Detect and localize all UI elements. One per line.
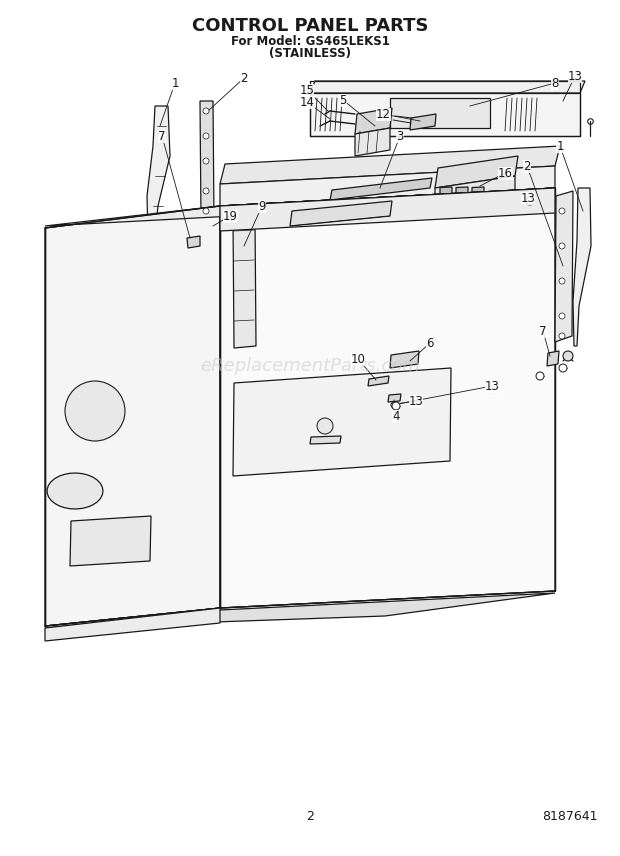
Polygon shape xyxy=(330,178,432,200)
Text: 7: 7 xyxy=(158,129,166,142)
Polygon shape xyxy=(355,108,392,134)
Polygon shape xyxy=(47,473,103,509)
Text: 16: 16 xyxy=(497,167,513,180)
Polygon shape xyxy=(233,368,451,476)
Text: 8187641: 8187641 xyxy=(542,810,598,823)
Circle shape xyxy=(559,364,567,372)
Polygon shape xyxy=(45,593,555,628)
Text: 5: 5 xyxy=(339,93,347,106)
Polygon shape xyxy=(472,187,484,194)
Circle shape xyxy=(203,108,209,114)
Polygon shape xyxy=(555,191,573,342)
Text: 2: 2 xyxy=(241,72,248,85)
Text: 14: 14 xyxy=(299,96,314,109)
Polygon shape xyxy=(187,236,200,248)
Polygon shape xyxy=(547,351,559,366)
Text: 10: 10 xyxy=(350,353,365,366)
Text: 19: 19 xyxy=(223,210,237,223)
Text: 13: 13 xyxy=(409,395,423,407)
Text: 13: 13 xyxy=(521,192,536,205)
Circle shape xyxy=(392,402,400,410)
Circle shape xyxy=(203,158,209,164)
Circle shape xyxy=(203,188,209,194)
Circle shape xyxy=(559,313,565,319)
Text: 2: 2 xyxy=(306,810,314,823)
Circle shape xyxy=(391,402,397,408)
Polygon shape xyxy=(388,394,401,402)
Text: 2: 2 xyxy=(523,159,531,173)
Polygon shape xyxy=(220,166,555,206)
Polygon shape xyxy=(207,224,219,234)
Circle shape xyxy=(559,278,565,284)
Text: 15: 15 xyxy=(299,84,314,97)
Polygon shape xyxy=(390,98,490,128)
Polygon shape xyxy=(410,114,436,130)
Text: 7: 7 xyxy=(539,324,547,337)
Polygon shape xyxy=(220,146,560,184)
Text: 9: 9 xyxy=(259,199,266,212)
Polygon shape xyxy=(152,221,163,231)
Text: (STAINLESS): (STAINLESS) xyxy=(269,46,351,60)
Polygon shape xyxy=(456,196,468,203)
Text: 4: 4 xyxy=(392,409,400,423)
Text: 12: 12 xyxy=(376,108,391,121)
Polygon shape xyxy=(310,436,341,444)
Text: 1: 1 xyxy=(171,76,179,90)
Circle shape xyxy=(65,381,125,441)
Polygon shape xyxy=(355,128,390,156)
Polygon shape xyxy=(435,156,518,188)
Polygon shape xyxy=(472,196,484,203)
Polygon shape xyxy=(310,81,585,93)
Polygon shape xyxy=(45,608,220,641)
Polygon shape xyxy=(200,101,214,221)
Polygon shape xyxy=(233,218,256,348)
Polygon shape xyxy=(290,201,392,226)
Polygon shape xyxy=(390,351,419,368)
Circle shape xyxy=(526,197,534,205)
Polygon shape xyxy=(368,376,389,386)
Circle shape xyxy=(563,351,573,361)
Polygon shape xyxy=(573,188,591,346)
Polygon shape xyxy=(310,93,580,136)
Text: 13: 13 xyxy=(485,379,500,393)
Text: CONTROL PANEL PARTS: CONTROL PANEL PARTS xyxy=(192,17,428,35)
Circle shape xyxy=(536,372,544,380)
Polygon shape xyxy=(147,106,170,236)
Circle shape xyxy=(559,208,565,214)
Polygon shape xyxy=(435,176,515,206)
Text: 6: 6 xyxy=(427,336,434,349)
Text: 8: 8 xyxy=(551,76,559,90)
Polygon shape xyxy=(45,188,555,226)
Polygon shape xyxy=(45,206,220,626)
Polygon shape xyxy=(220,188,555,608)
Polygon shape xyxy=(440,187,452,194)
Circle shape xyxy=(559,333,565,339)
Circle shape xyxy=(559,243,565,249)
Circle shape xyxy=(317,418,333,434)
Text: For Model: GS465LEKS1: For Model: GS465LEKS1 xyxy=(231,34,389,47)
Polygon shape xyxy=(456,187,468,194)
Polygon shape xyxy=(220,188,555,231)
Polygon shape xyxy=(440,196,452,203)
Text: 1: 1 xyxy=(556,140,564,152)
Text: eReplacementParts.com: eReplacementParts.com xyxy=(200,357,420,375)
Polygon shape xyxy=(70,516,151,566)
Text: 13: 13 xyxy=(567,69,582,82)
Text: 3: 3 xyxy=(396,129,404,142)
Circle shape xyxy=(203,133,209,139)
Circle shape xyxy=(203,208,209,214)
